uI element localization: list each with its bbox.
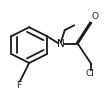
Text: O: O	[91, 12, 98, 21]
Text: F: F	[16, 81, 21, 90]
Text: N: N	[57, 39, 65, 49]
Text: Cl: Cl	[86, 69, 95, 78]
